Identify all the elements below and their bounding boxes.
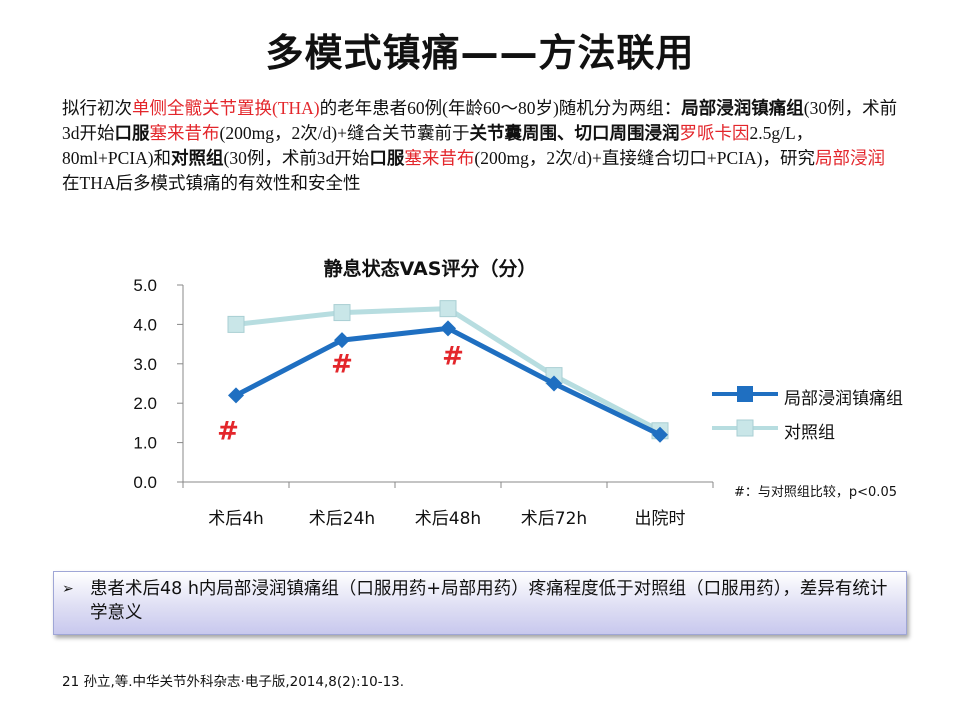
intro-segment: 局部浸润镇痛组 [681, 99, 804, 119]
intro-segment: 口服 [114, 124, 150, 144]
intro-segment: 罗哌卡因 [679, 123, 750, 143]
data-point-treatment [546, 375, 562, 392]
legend-item-control: 对照组 [712, 418, 952, 452]
conclusion-text: 患者术后48 h内局部浸润镇痛组（口服用药+局部用药）疼痛程度低于对照组（口服用… [90, 579, 888, 623]
intro-segment: 在THA后多模式镇痛的有效性和安全性 [62, 173, 361, 193]
y-tick-label: 5.0 [133, 276, 157, 295]
data-point-control [333, 304, 351, 322]
legend-label-control: 对照组 [784, 423, 835, 443]
data-point-control [439, 300, 457, 318]
data-point-treatment [440, 320, 456, 337]
legend-item-treatment: 局部浸润镇痛组 [712, 384, 952, 418]
data-point-treatment [334, 332, 350, 349]
reference-citation: 21 孙立,等.中华关节外科杂志·电子版,2014,8(2):10-13. [62, 674, 405, 690]
x-tick-label: 术后24h [309, 509, 375, 529]
y-tick-label: 4.0 [133, 315, 157, 334]
intro-segment: 塞来昔布 [149, 123, 220, 143]
y-tick-label: 1.0 [133, 434, 157, 453]
y-tick-label: 0.0 [133, 473, 157, 492]
intro-segment: 塞来昔布 [404, 148, 475, 168]
chart-legend: 局部浸润镇痛组 对照组 [712, 384, 952, 452]
intro-segment: 对照组 [171, 149, 224, 169]
data-point-treatment [228, 387, 244, 404]
intro-segment: 单侧全髋关节置换(THA) [132, 98, 320, 118]
data-point-control [227, 315, 245, 333]
intro-segment: (200mg，2次/d)+直接缝合切口+PCIA)，研究 [474, 148, 815, 168]
y-tick-label: 3.0 [133, 355, 157, 374]
significance-marker: # [217, 416, 239, 446]
intro-segment: 关节囊周围、切口周围浸润 [469, 124, 680, 144]
arrow-bullet-icon: ➢ [62, 580, 74, 596]
x-tick-label: 出院时 [635, 509, 686, 529]
intro-segment: 局部浸润 [814, 148, 885, 168]
legend-label-treatment: 局部浸润镇痛组 [784, 389, 903, 409]
x-tick-label: 术后4h [208, 509, 264, 529]
slide-title: 多模式镇痛——方法联用 [265, 31, 695, 75]
intro-segment: 拟行初次 [62, 98, 132, 118]
x-tick-label: 术后48h [415, 509, 481, 529]
chart-title: 静息状态VAS评分（分） [323, 258, 537, 280]
significance-note: #：与对照组比较，p<0.05 [734, 485, 897, 500]
intro-segment: 的老年患者60例(年龄60～80岁)随机分为两组： [319, 98, 682, 118]
intro-segment: (200mg，2次/d)+缝合关节囊前于 [219, 123, 470, 143]
y-tick-label: 2.0 [133, 394, 157, 413]
conclusion-box: ➢ 患者术后48 h内局部浸润镇痛组（口服用药+局部用药）疼痛程度低于对照组（口… [53, 571, 907, 635]
x-tick-label: 术后72h [521, 509, 587, 529]
data-point-treatment [652, 426, 668, 443]
intro-segment: (30例，术前3d开始 [223, 148, 370, 168]
significance-marker: # [331, 349, 353, 379]
study-description: 拟行初次单侧全髋关节置换(THA)的老年患者60例(年龄60～80岁)随机分为两… [62, 96, 902, 195]
legend-swatch-treatment [712, 386, 778, 402]
intro-segment: (30例，术前3d开始 [62, 98, 898, 143]
legend-swatch-control [712, 419, 778, 437]
significance-marker: # [442, 341, 464, 371]
intro-segment: 口服 [369, 149, 405, 169]
intro-segment: 2.5g/L，80ml+PCIA)和 [62, 123, 814, 168]
